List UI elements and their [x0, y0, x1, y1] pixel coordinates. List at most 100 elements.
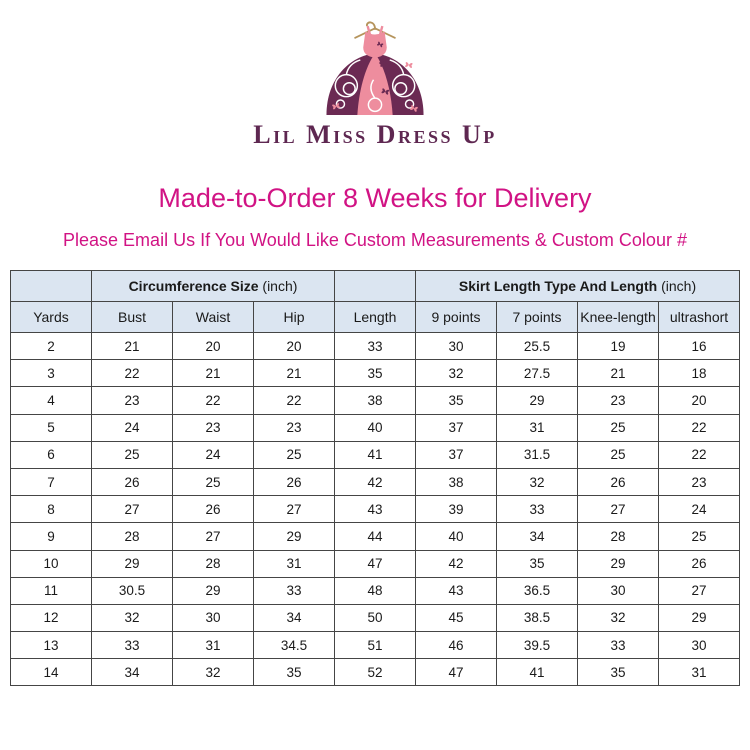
table-row: 4 23 22 22 38 35 29 23 20 — [10, 386, 740, 415]
size-cell: 29 — [658, 603, 740, 633]
size-cell: 25 — [577, 413, 659, 442]
size-cell: 47 — [415, 658, 497, 687]
size-cell: 29 — [253, 522, 335, 551]
table-row: 10 29 28 31 47 42 35 29 26 — [10, 549, 740, 578]
size-cell: 23 — [172, 413, 254, 442]
size-cell: 38.5 — [496, 603, 578, 633]
size-cell: 35 — [253, 658, 335, 687]
corner-cell-length — [334, 270, 416, 302]
size-cell: 34.5 — [253, 631, 335, 660]
size-cell: 21 — [172, 359, 254, 388]
size-cell: 25 — [253, 440, 335, 469]
size-cell: 4 — [10, 386, 92, 415]
size-cell: 33 — [253, 576, 335, 605]
size-cell: 8 — [10, 495, 92, 524]
table-row: 7 26 25 26 42 38 32 26 23 — [10, 467, 740, 497]
dress-logo-icon — [326, 21, 424, 116]
size-cell: 30.5 — [91, 576, 173, 605]
size-cell: 33 — [334, 331, 416, 361]
size-cell: 34 — [253, 603, 335, 633]
size-cell: 40 — [415, 522, 497, 551]
size-cell: 33 — [91, 631, 173, 660]
table-row: 3 22 21 21 35 32 27.5 21 18 — [10, 359, 740, 388]
hanger-icon — [354, 21, 396, 39]
size-cell: 6 — [10, 440, 92, 469]
swirl-ornaments — [334, 59, 416, 113]
size-cell: 31 — [172, 631, 254, 660]
table-row: 2 21 20 20 33 30 25.5 19 16 — [10, 331, 740, 361]
size-cell: 22 — [172, 386, 254, 415]
butterfly-icons — [332, 60, 418, 112]
size-cell: 23 — [577, 386, 659, 415]
size-cell: 26 — [91, 467, 173, 497]
bodice — [363, 25, 387, 58]
group-header-circumference: Circumference Size (inch) — [91, 270, 335, 302]
size-cell: 16 — [658, 331, 740, 361]
size-cell: 41 — [496, 658, 578, 687]
size-cell: 27 — [658, 576, 740, 605]
column-header-ultrashort: ultrashort — [658, 301, 740, 333]
column-header-waist: Waist — [172, 301, 254, 333]
size-cell: 29 — [496, 386, 578, 415]
size-cell: 18 — [658, 359, 740, 388]
column-header-knee-length: Knee-length — [577, 301, 659, 333]
size-cell: 21 — [91, 331, 173, 361]
group-header-row: Circumference Size (inch) Skirt Length T… — [10, 270, 740, 302]
size-cell: 14 — [10, 658, 92, 687]
size-cell: 26 — [658, 549, 740, 578]
table-row: 12 32 30 34 50 45 38.5 32 29 — [10, 603, 740, 633]
size-cell: 25 — [91, 440, 173, 469]
group-unit-circumference: (inch) — [262, 278, 298, 294]
group-unit-skirt-length: (inch) — [661, 278, 697, 294]
size-cell: 25 — [658, 522, 740, 551]
size-chart-table: Circumference Size (inch) Skirt Length T… — [10, 270, 740, 687]
size-cell: 26 — [253, 467, 335, 497]
size-cell: 38 — [415, 467, 497, 497]
table-row: 5 24 23 23 40 37 31 25 22 — [10, 413, 740, 442]
size-cell: 39 — [415, 495, 497, 524]
group-header-skirt-length: Skirt Length Type And Length (inch) — [415, 270, 740, 302]
column-header-row: Yards Bust Waist Hip Length 9 points 7 points K… — [10, 301, 740, 333]
size-cell: 41 — [334, 440, 416, 469]
size-cell: 21 — [253, 359, 335, 388]
size-cell: 7 — [10, 467, 92, 497]
size-cell: 38 — [334, 386, 416, 415]
size-cell: 29 — [172, 576, 254, 605]
table-row: 6 25 24 25 41 37 31.5 25 22 — [10, 440, 740, 469]
size-cell: 31 — [253, 549, 335, 578]
table-row: 13 33 31 34.5 51 46 39.5 33 30 — [10, 631, 740, 660]
subheadline: Please Email Us If You Would Like Custom… — [63, 230, 687, 250]
size-cell: 22 — [658, 413, 740, 442]
size-cell: 34 — [496, 522, 578, 551]
size-cell: 37 — [415, 413, 497, 442]
size-cell: 12 — [10, 603, 92, 633]
size-cell: 9 — [10, 522, 92, 551]
size-cell: 45 — [415, 603, 497, 633]
size-cell: 24 — [658, 495, 740, 524]
size-cell: 23 — [91, 386, 173, 415]
size-cell: 20 — [253, 331, 335, 361]
size-cell: 31.5 — [496, 440, 578, 469]
size-cell: 30 — [415, 331, 497, 361]
corner-cell-yards — [10, 270, 92, 302]
size-cell: 25.5 — [496, 331, 578, 361]
headline: Made-to-Order 8 Weeks for Delivery — [158, 183, 592, 213]
column-header-bust: Bust — [91, 301, 173, 333]
column-header-hip: Hip — [253, 301, 335, 333]
size-cell: 44 — [334, 522, 416, 551]
size-cell: 39.5 — [496, 631, 578, 660]
size-cell: 29 — [577, 549, 659, 578]
size-cell: 13 — [10, 631, 92, 660]
size-cell: 23 — [658, 467, 740, 497]
size-cell: 31 — [496, 413, 578, 442]
size-cell: 28 — [577, 522, 659, 551]
size-cell: 20 — [172, 331, 254, 361]
size-cell: 22 — [91, 359, 173, 388]
size-cell: 33 — [496, 495, 578, 524]
size-cell: 33 — [577, 631, 659, 660]
size-cell: 42 — [415, 549, 497, 578]
group-title-circumference: Circumference Size — [128, 278, 259, 294]
size-cell: 22 — [658, 440, 740, 469]
size-cell: 36.5 — [496, 576, 578, 605]
